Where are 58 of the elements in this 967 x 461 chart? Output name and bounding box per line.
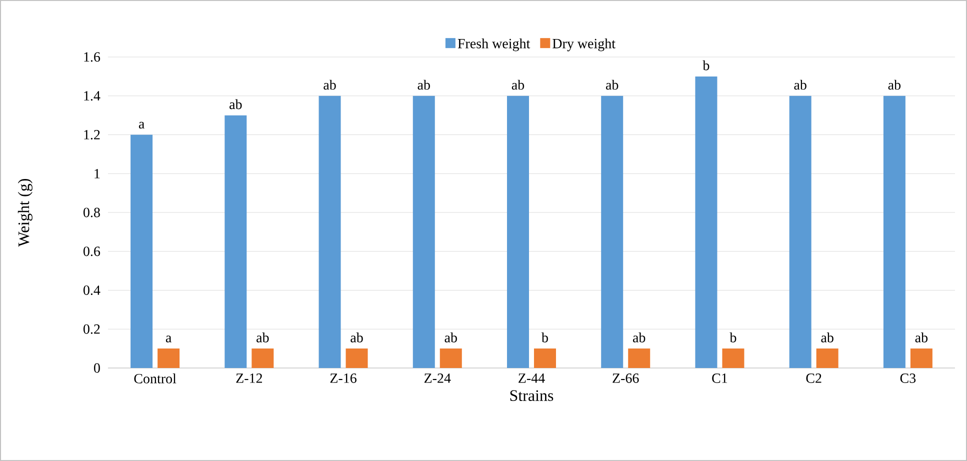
bar bbox=[534, 348, 556, 368]
bar bbox=[601, 96, 624, 368]
x-tick-label: C3 bbox=[900, 374, 916, 383]
bar bbox=[412, 96, 435, 368]
x-axis-title: Strains bbox=[510, 390, 554, 401]
data-label: ab bbox=[256, 332, 269, 342]
data-label: a bbox=[138, 122, 144, 129]
data-label: ab bbox=[821, 332, 834, 342]
bar bbox=[252, 348, 274, 368]
data-label: ab bbox=[350, 332, 363, 342]
data-label: ab bbox=[794, 80, 806, 90]
y-tick-label: 0.2 bbox=[84, 324, 100, 334]
x-tick-label: Z-12 bbox=[236, 374, 262, 383]
bar bbox=[816, 348, 838, 368]
y-axis-title: Weight (g) bbox=[18, 178, 32, 247]
bar bbox=[789, 96, 812, 368]
bar bbox=[507, 96, 529, 368]
y-tick-label: 0.4 bbox=[84, 285, 100, 296]
bar bbox=[130, 134, 153, 368]
bar bbox=[910, 348, 932, 368]
x-tick-label: Z-44 bbox=[518, 374, 545, 383]
data-label: ab bbox=[418, 80, 430, 90]
data-label: ab bbox=[606, 80, 618, 90]
y-tick-label: 1.4 bbox=[84, 91, 100, 101]
data-label: ab bbox=[324, 80, 336, 90]
bar bbox=[440, 348, 462, 368]
bar bbox=[224, 115, 247, 368]
bar bbox=[346, 348, 368, 368]
x-tick-label: C2 bbox=[806, 374, 822, 383]
legend-label: Fresh weight bbox=[458, 38, 530, 52]
x-tick-label: Z-24 bbox=[424, 374, 451, 383]
y-tick-label: 1 bbox=[94, 168, 100, 178]
data-label: b bbox=[702, 60, 710, 70]
x-tick-label: Z-16 bbox=[330, 374, 356, 383]
x-tick-label: C1 bbox=[712, 374, 728, 383]
x-tick-label: Z-66 bbox=[612, 374, 639, 383]
bar bbox=[695, 76, 718, 368]
data-label: ab bbox=[512, 80, 524, 90]
bar bbox=[722, 348, 744, 368]
y-tick-label: 0.8 bbox=[84, 208, 100, 218]
data-label: ab bbox=[444, 332, 457, 342]
data-label: ab bbox=[888, 80, 901, 90]
legend-label: Dry weight bbox=[552, 38, 616, 52]
bar bbox=[158, 348, 180, 368]
y-tick-label: 1.6 bbox=[84, 52, 100, 62]
y-tick-label: 1.2 bbox=[84, 130, 100, 140]
x-tick-label: Control bbox=[134, 374, 176, 384]
bar bbox=[628, 348, 650, 368]
y-tick-label: 0 bbox=[94, 363, 100, 373]
data-label: ab bbox=[230, 99, 242, 110]
bar bbox=[318, 96, 341, 368]
data-label: ab bbox=[915, 332, 928, 342]
bar bbox=[883, 96, 906, 368]
data-label: ab bbox=[632, 332, 646, 342]
data-label: a bbox=[166, 336, 172, 342]
data-label: b bbox=[542, 332, 548, 342]
data-label: b bbox=[730, 332, 736, 342]
y-tick-label: 0.6 bbox=[84, 246, 100, 256]
